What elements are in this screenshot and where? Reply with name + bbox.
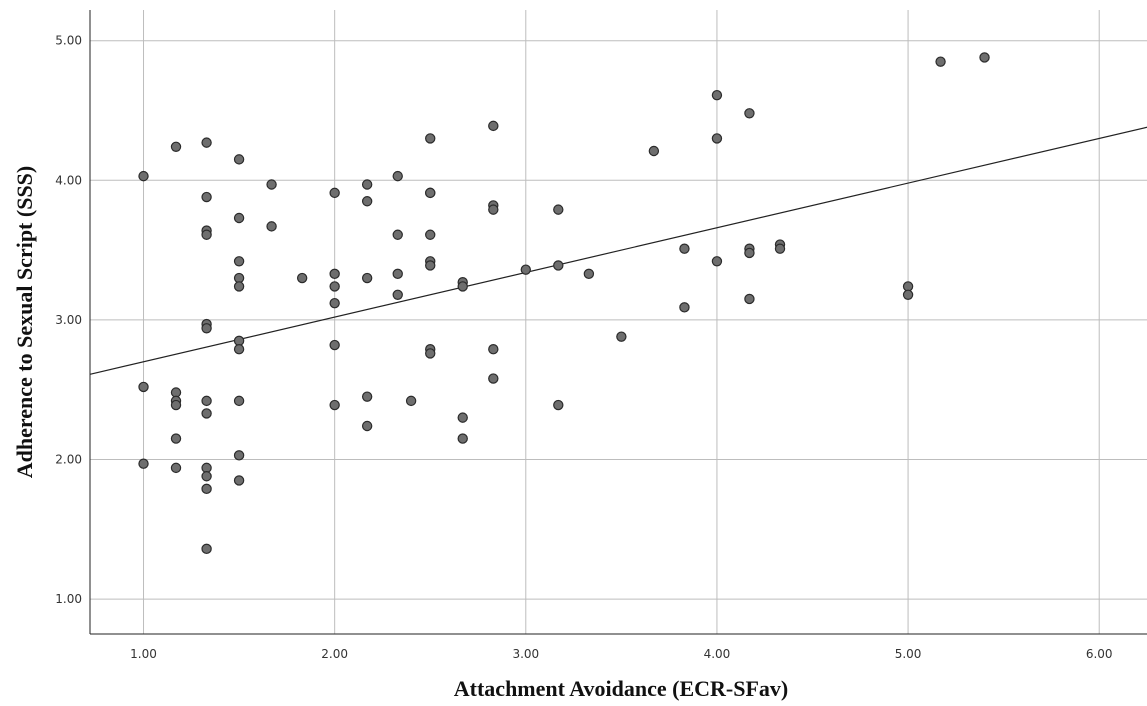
data-point — [233, 212, 245, 224]
data-point — [711, 133, 723, 144]
data-point — [170, 141, 182, 153]
data-point — [201, 395, 212, 407]
x-axis-title: Attachment Avoidance (ECR-SFav) — [454, 676, 788, 701]
data-point — [457, 433, 468, 444]
y-tick-labels: 1.00 2.00 3.00 4.00 5.00 — [55, 34, 82, 606]
y-tick-label: 2.00 — [55, 453, 82, 467]
data-point — [201, 137, 212, 148]
data-point — [170, 433, 182, 444]
x-tick-label: 4.00 — [704, 647, 731, 661]
data-point — [170, 399, 182, 411]
data-point — [170, 462, 182, 474]
data-point — [233, 395, 245, 407]
data-point — [679, 302, 690, 313]
data-point — [405, 395, 417, 407]
data-point — [744, 247, 755, 259]
data-point — [201, 191, 212, 203]
data-point — [361, 196, 373, 207]
data-point — [488, 204, 499, 215]
x-tick-label: 1.00 — [130, 647, 157, 661]
regression-line — [89, 126, 1147, 375]
data-point — [744, 293, 755, 305]
data-point — [138, 458, 149, 469]
data-point — [392, 268, 403, 280]
data-point — [329, 268, 340, 280]
data-point — [329, 297, 340, 309]
data-point — [266, 179, 277, 190]
data-point — [979, 52, 990, 63]
data-point — [425, 260, 436, 271]
y-tick-label: 1.00 — [55, 592, 82, 606]
data-point — [425, 133, 436, 144]
data-point — [774, 243, 786, 254]
data-point — [744, 108, 755, 119]
data-point — [361, 391, 373, 402]
data-point — [520, 264, 531, 275]
x-tick-labels: 1.00 2.00 3.00 4.00 5.00 6.00 — [130, 647, 1112, 661]
data-point — [296, 272, 308, 284]
data-point — [425, 187, 436, 199]
data-point — [233, 450, 245, 461]
data-point — [329, 339, 340, 351]
data-point — [201, 408, 212, 419]
data-point — [233, 154, 245, 165]
data-point — [648, 145, 660, 157]
data-point — [679, 243, 690, 254]
data-point — [457, 281, 468, 292]
data-point — [201, 483, 212, 495]
data-point — [616, 331, 627, 342]
data-point — [553, 204, 564, 215]
data-point — [553, 260, 564, 271]
data-point — [711, 256, 723, 267]
data-point — [266, 221, 277, 232]
y-tick-label: 3.00 — [55, 313, 82, 327]
data-point — [138, 170, 149, 182]
data-point — [488, 120, 499, 132]
data-point — [583, 268, 595, 280]
data-point — [392, 170, 403, 182]
data-point — [233, 281, 245, 292]
data-point — [392, 289, 403, 300]
y-tick-label: 4.00 — [55, 173, 82, 187]
axes — [89, 10, 1147, 635]
y-axis-title: Adherence to Sexual Script (SSS) — [12, 166, 37, 479]
data-point — [233, 256, 245, 267]
data-point — [329, 281, 340, 292]
x-tick-label: 2.00 — [321, 647, 348, 661]
x-tick-label: 6.00 — [1086, 647, 1113, 661]
data-point — [553, 399, 564, 411]
data-point — [201, 229, 212, 240]
x-tick-label: 3.00 — [512, 647, 539, 661]
data-point — [361, 420, 373, 432]
data-point — [233, 344, 245, 355]
data-point — [201, 471, 212, 482]
data-point — [425, 229, 436, 240]
data-point — [361, 179, 373, 190]
grid-lines — [90, 10, 1147, 634]
data-point — [488, 373, 499, 384]
data-point — [425, 348, 436, 359]
data-point — [361, 272, 373, 284]
data-point — [711, 89, 723, 101]
data-point — [201, 543, 212, 555]
y-tick-label: 5.00 — [55, 34, 82, 48]
data-point — [329, 399, 340, 411]
data-point — [392, 229, 403, 240]
data-point — [329, 187, 340, 199]
data-point — [138, 381, 149, 393]
data-point — [457, 412, 468, 423]
data-point — [902, 289, 914, 300]
data-point — [233, 475, 245, 486]
data-point — [201, 323, 212, 334]
x-tick-label: 5.00 — [895, 647, 922, 661]
data-point — [488, 344, 499, 355]
data-point — [935, 56, 946, 67]
data-points — [138, 52, 990, 555]
